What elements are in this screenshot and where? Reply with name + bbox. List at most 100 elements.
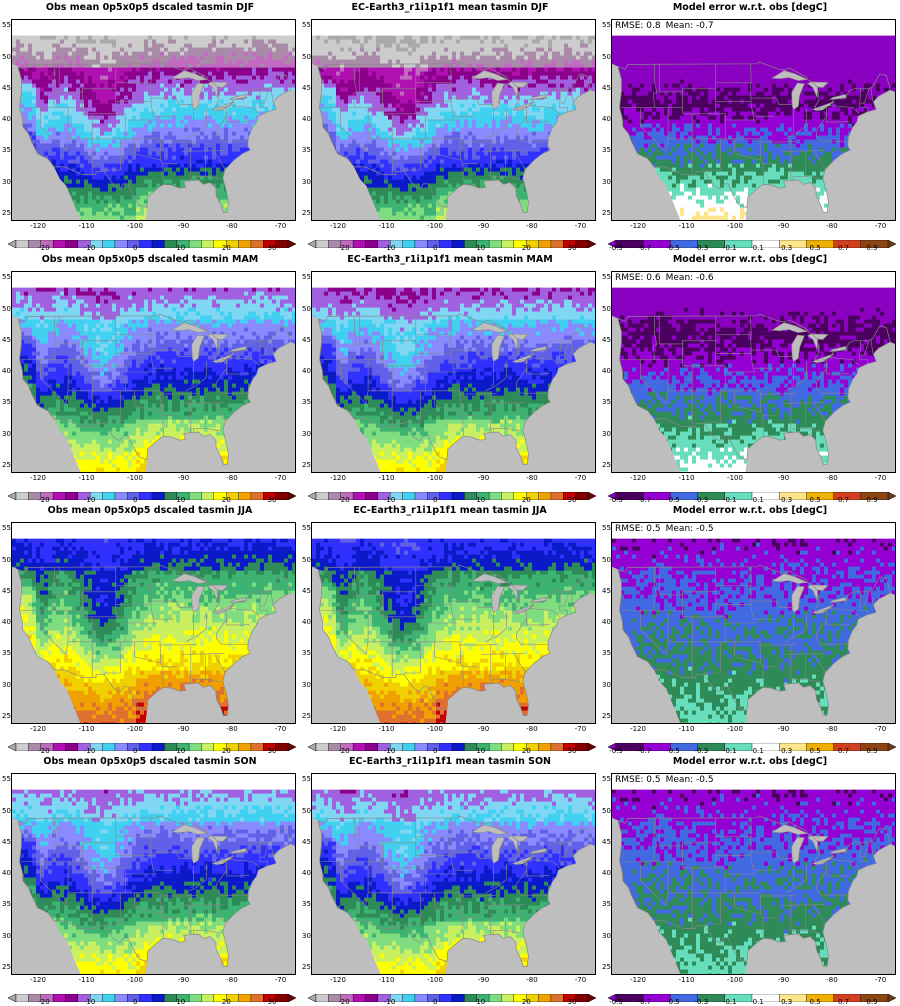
colorbar-swatch <box>53 994 66 1002</box>
colorbar-swatch <box>452 994 465 1002</box>
colorbar-swatch <box>501 994 514 1002</box>
colorbar-min-arrow <box>8 240 16 248</box>
lon-tick-label: -80 <box>226 474 237 482</box>
map-area[interactable] <box>311 522 596 724</box>
lat-tick-label: 35 <box>302 146 311 154</box>
lon-tick-label: -90 <box>778 474 789 482</box>
lon-tick-label: -100 <box>127 976 143 984</box>
lat-tick-label: 40 <box>602 367 611 375</box>
colorbar-swatch <box>551 492 564 500</box>
lon-tick-label: -110 <box>79 474 95 482</box>
lon-tick-label: -120 <box>30 976 46 984</box>
map-area[interactable] <box>311 271 596 473</box>
map-area[interactable] <box>311 19 596 221</box>
colorbar-swatch <box>440 492 453 500</box>
colorbar-tick-label: 20 <box>222 998 231 1006</box>
colorbar-swatch <box>353 994 366 1002</box>
lon-tick-label: -80 <box>826 222 837 230</box>
panel-title: Obs mean 0p5x0p5 dscaled tasmin DJF <box>0 2 300 13</box>
temperature-colorbar <box>8 233 296 241</box>
lat-tick-label: 25 <box>2 461 11 469</box>
colorbar-swatch <box>452 743 465 751</box>
map-canvas <box>312 774 595 974</box>
lat-tick-label: 30 <box>602 932 611 940</box>
map-area[interactable] <box>11 271 296 473</box>
map-canvas <box>12 774 295 974</box>
mean-label: Mean: -0.6 <box>666 273 714 283</box>
lon-tick-label: -90 <box>178 725 189 733</box>
lat-tick-label: 35 <box>602 900 611 908</box>
lat-tick-label: 30 <box>602 681 611 689</box>
lat-tick-label: 35 <box>2 398 11 406</box>
lon-tick-label: -70 <box>575 474 586 482</box>
colorbar-max-arrow <box>288 492 296 500</box>
colorbar-min-arrow <box>308 492 316 500</box>
colorbar-min-arrow <box>8 994 16 1002</box>
colorbar-swatch <box>276 743 289 751</box>
colorbar-swatch <box>316 994 329 1002</box>
lon-tick-label: -70 <box>275 976 286 984</box>
mean-label: Mean: -0.5 <box>666 775 714 785</box>
no-data-region <box>312 272 595 288</box>
colorbar-swatch <box>152 492 165 500</box>
lat-tick-label: 45 <box>2 84 11 92</box>
colorbar-swatch <box>464 240 477 248</box>
map-canvas <box>12 523 295 723</box>
colorbar-swatch <box>576 743 589 751</box>
panel-title: EC-Earth3_r1i1p1f1 mean tasmin MAM <box>300 254 600 265</box>
lon-tick-label: -80 <box>826 725 837 733</box>
map-area[interactable] <box>11 19 296 221</box>
map-area[interactable] <box>311 773 596 975</box>
lon-tick-label: -80 <box>826 474 837 482</box>
colorbar-swatch <box>140 743 153 751</box>
colorbar-swatch <box>189 994 202 1002</box>
map-area[interactable] <box>11 522 296 724</box>
lat-tick-label: 25 <box>302 963 311 971</box>
colorbar-tick-label: -0.3 <box>694 998 708 1006</box>
lat-tick-label: 45 <box>602 336 611 344</box>
colorbar-swatch <box>316 240 329 248</box>
colorbar-tick-label: -10 <box>384 998 395 1006</box>
colorbar-swatch <box>239 743 252 751</box>
temperature-colorbar <box>308 233 596 241</box>
colorbar-swatch <box>489 240 502 248</box>
lat-tick-label: 50 <box>2 807 11 815</box>
colorbar-swatch <box>353 492 366 500</box>
lon-tick-label: -120 <box>30 474 46 482</box>
map-area[interactable] <box>11 773 296 975</box>
colorbar-swatch <box>239 240 252 248</box>
lon-tick-label: -110 <box>379 222 395 230</box>
lon-tick-label: -90 <box>778 976 789 984</box>
panel-title: Model error w.r.t. obs [degC] <box>600 254 900 265</box>
colorbar-tick-label: 30 <box>568 998 577 1006</box>
error-colorbar <box>608 485 896 493</box>
lon-tick-label: -70 <box>575 222 586 230</box>
lon-tick-label: -90 <box>178 976 189 984</box>
lon-tick-label: -100 <box>127 725 143 733</box>
lon-tick-label: -80 <box>826 976 837 984</box>
map-canvas <box>12 272 295 472</box>
colorbar-max-arrow <box>588 240 596 248</box>
panel-title: Obs mean 0p5x0p5 dscaled tasmin JJA <box>0 505 300 516</box>
colorbar-swatch <box>189 492 202 500</box>
colorbar-max-arrow <box>288 994 296 1002</box>
colorbar-swatch <box>464 743 477 751</box>
colorbar-tick-label: -20 <box>38 244 49 252</box>
lon-tick-label: -70 <box>275 725 286 733</box>
lat-tick-label: 45 <box>2 336 11 344</box>
lon-tick-label: -90 <box>478 222 489 230</box>
lat-tick-label: 30 <box>302 430 311 438</box>
lat-tick-label: 25 <box>302 461 311 469</box>
colorbar-swatch <box>164 492 177 500</box>
temperature-colorbar <box>8 987 296 995</box>
